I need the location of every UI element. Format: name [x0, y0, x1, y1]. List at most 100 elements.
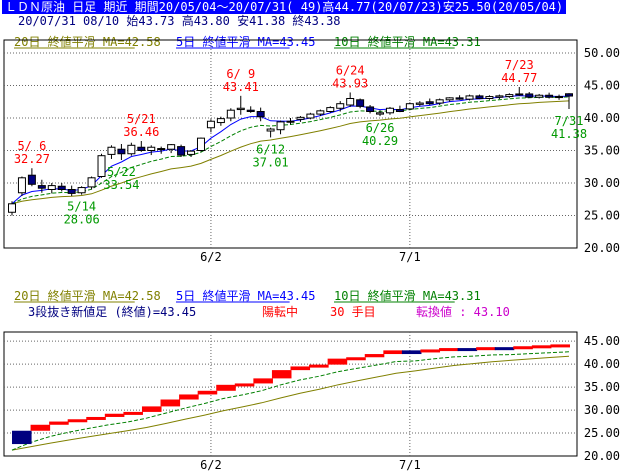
x-tick-label: 7/1	[399, 458, 421, 472]
candle-body	[167, 144, 176, 150]
candle-body	[37, 185, 46, 189]
peak-date-label: 7/23	[505, 58, 534, 72]
break-brick	[12, 430, 32, 445]
break-info-reversal: 転換値 : 43.10	[416, 304, 510, 319]
legend-ma-0: 20日 終値平滑 MA=42.58	[14, 34, 161, 49]
candle-body	[505, 94, 514, 98]
peak-date-label: 5/ 6	[17, 139, 46, 153]
break-brick	[309, 364, 329, 368]
plot-frame	[3, 39, 578, 249]
candle-body	[246, 109, 255, 112]
candle-body	[256, 111, 265, 118]
break-brick	[30, 424, 51, 431]
candle-body	[415, 102, 424, 105]
ma5-line	[11, 95, 570, 205]
candlestick-panel: 20日 終値平滑 MA=42.58 5日 終値平滑 MA=43.45 10日 終値平…	[3, 34, 620, 264]
break-brick	[123, 411, 143, 415]
break-brick	[86, 416, 106, 420]
candle-body	[425, 101, 434, 105]
break-brick	[457, 348, 478, 352]
y-tick-label: 35.00	[584, 144, 620, 158]
legend-ma-2: 10日 終値平滑 MA=43.31	[334, 34, 481, 49]
candle-body	[107, 146, 116, 155]
candle-body	[346, 98, 355, 106]
y-tick-label: 20.00	[584, 241, 620, 255]
candle-body	[455, 97, 464, 100]
x-tick-label: 6/2	[200, 250, 222, 264]
candle-body	[316, 110, 325, 115]
trough-date-label: 7/31	[555, 114, 584, 128]
break-brick	[494, 347, 515, 351]
peak-date-label: 6/ 9	[226, 67, 255, 81]
candle-body	[545, 94, 554, 98]
break-brick	[327, 358, 348, 365]
y-tick-label: 45.00	[584, 79, 620, 93]
ma20-line	[11, 100, 570, 205]
peak-value-label: 36.46	[123, 125, 159, 139]
candle-body	[336, 103, 345, 109]
candle-body	[67, 189, 76, 194]
trough-value-label: 37.01	[253, 155, 289, 169]
candle-body	[196, 137, 205, 151]
break-brick	[216, 384, 236, 391]
candle-body	[206, 120, 215, 129]
break-info-status: 陽転中	[262, 304, 298, 319]
break-brick	[383, 350, 403, 355]
break-brick	[531, 345, 552, 349]
legend-ma-0: 20日 終値平滑 MA=42.58	[14, 288, 161, 303]
candle-body	[475, 95, 484, 100]
candle-body	[485, 96, 494, 100]
break-brick	[513, 346, 533, 350]
candle-body	[57, 185, 66, 190]
y-tick-label: 25.00	[584, 209, 620, 223]
candle-body	[276, 121, 285, 131]
legend-ma-2: 10日 終値平滑 MA=43.31	[334, 288, 481, 303]
break-brick	[364, 354, 385, 358]
legend-ma-1: 5日 終値平滑 MA=43.45	[176, 288, 315, 303]
break-brick	[67, 419, 88, 423]
ma10-line	[11, 96, 570, 205]
trough-date-label: 6/26	[366, 121, 395, 135]
candle-body	[395, 109, 404, 113]
break-brick	[550, 344, 570, 348]
break-brick	[104, 413, 125, 417]
break-brick	[401, 350, 422, 355]
candle-body	[147, 146, 156, 151]
peak-value-label: 44.77	[501, 71, 537, 85]
candle-body	[306, 113, 315, 119]
x-tick-label: 7/1	[399, 250, 421, 264]
trough-date-label: 5/14	[67, 200, 96, 214]
break-brick	[179, 394, 199, 400]
break-brick	[141, 406, 162, 412]
candle-body	[157, 148, 166, 151]
three-line-break-panel: 20日 終値平滑 MA=42.58 5日 終値平滑 MA=43.45 10日 終値平…	[3, 288, 620, 472]
candle-body	[515, 93, 524, 96]
break-brick	[197, 390, 218, 395]
y-tick-label: 20.00	[584, 449, 620, 463]
break-ma10-line	[11, 351, 570, 451]
candle-body	[296, 116, 305, 120]
y-tick-label: 45.00	[584, 334, 620, 348]
break-brick	[271, 370, 292, 379]
break-brick	[253, 378, 273, 384]
trough-value-label: 33.54	[103, 178, 139, 192]
peak-date-label: 6/24	[336, 63, 365, 77]
candle-body	[127, 144, 136, 155]
candle-body	[495, 95, 504, 98]
candle-body	[385, 107, 394, 114]
candle-body	[405, 103, 414, 110]
trough-value-label: 41.38	[551, 127, 587, 141]
break-brick	[234, 383, 255, 387]
break-brick	[420, 349, 441, 353]
break-brick	[346, 357, 366, 361]
candle-body	[137, 146, 146, 151]
candle-body	[47, 185, 56, 191]
candle-body	[226, 109, 235, 119]
y-tick-label: 40.00	[584, 357, 620, 371]
candle-body	[326, 107, 335, 112]
y-tick-label: 40.00	[584, 111, 620, 125]
candle-body	[216, 118, 225, 124]
candle-body	[445, 97, 454, 101]
peak-value-label: 32.27	[14, 152, 50, 166]
